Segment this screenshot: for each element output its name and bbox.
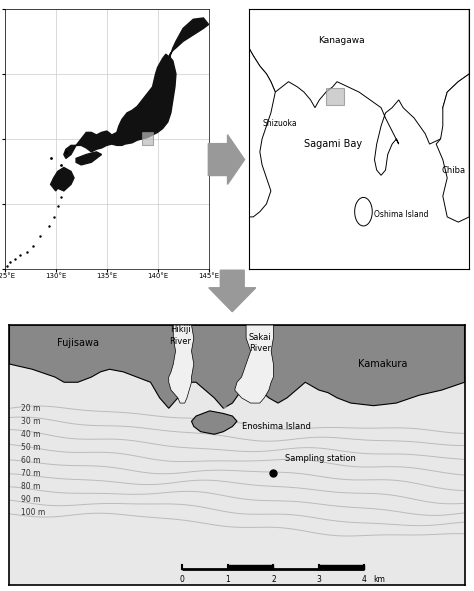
Text: 70 m: 70 m [21,469,40,478]
Polygon shape [169,325,194,403]
Text: 4: 4 [362,574,367,584]
Text: 40 m: 40 m [21,430,40,439]
Text: 2: 2 [271,574,276,584]
Polygon shape [191,411,237,434]
Text: 20 m: 20 m [21,404,40,413]
Text: Chiba: Chiba [442,165,466,174]
Text: Sagami Bay: Sagami Bay [303,139,362,149]
Text: Hikiji
River: Hikiji River [169,326,191,346]
Polygon shape [235,325,273,403]
Text: 80 m: 80 m [21,482,40,491]
Bar [142,132,153,145]
Text: Shizuoka: Shizuoka [262,119,297,128]
FancyArrow shape [209,270,256,311]
Polygon shape [64,54,176,158]
Text: 3: 3 [317,574,321,584]
Polygon shape [170,18,209,57]
Polygon shape [436,74,469,222]
Polygon shape [76,152,101,165]
Text: km: km [374,574,385,584]
Text: 90 m: 90 m [21,495,40,504]
Polygon shape [9,325,465,408]
Polygon shape [249,9,469,176]
Text: 1: 1 [226,574,230,584]
Polygon shape [355,197,372,226]
FancyArrow shape [209,135,245,184]
Text: 100 m: 100 m [21,508,45,517]
Text: 50 m: 50 m [21,443,40,452]
Text: Sakai
River: Sakai River [248,333,271,353]
Text: Kanagawa: Kanagawa [318,35,365,44]
Text: Enoshima Island: Enoshima Island [242,422,310,431]
Polygon shape [249,48,275,217]
Text: Sampling station: Sampling station [285,454,356,463]
Text: 60 m: 60 m [21,456,40,465]
Polygon shape [51,167,74,191]
Text: Fujisawa: Fujisawa [57,338,99,348]
Text: 30 m: 30 m [21,417,40,426]
Polygon shape [223,398,230,408]
Text: Kamakura: Kamakura [358,359,407,369]
Text: 0: 0 [180,574,185,584]
Bar [326,88,344,105]
Text: Oshima Island: Oshima Island [374,210,429,219]
